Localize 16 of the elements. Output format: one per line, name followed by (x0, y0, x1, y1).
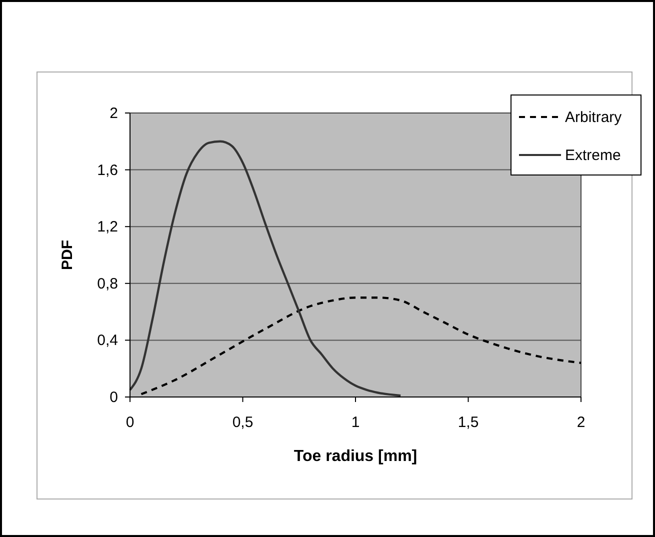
y-tick-label: 0,8 (97, 275, 118, 292)
x-tick-label: 1,5 (458, 414, 479, 431)
x-tick-label: 1 (351, 414, 360, 431)
legend-label: Extreme (565, 147, 621, 164)
y-tick-label: 2 (110, 105, 118, 122)
line-series (128, 140, 402, 397)
y-axis-title: PDF (59, 240, 76, 270)
y-tick-label: 1,6 (97, 162, 118, 179)
legend-label: Arbitrary (565, 109, 622, 126)
x-tick-label: 2 (576, 414, 586, 431)
y-tick-label: 0 (110, 389, 118, 406)
x-tick-label: 0 (126, 414, 134, 431)
x-axis-title: Toe radius [mm] (294, 448, 418, 465)
x-tick-label: 0,5 (232, 414, 254, 431)
y-tick-label: 1,2 (97, 218, 118, 236)
y-tick-label: 0,4 (97, 332, 118, 350)
